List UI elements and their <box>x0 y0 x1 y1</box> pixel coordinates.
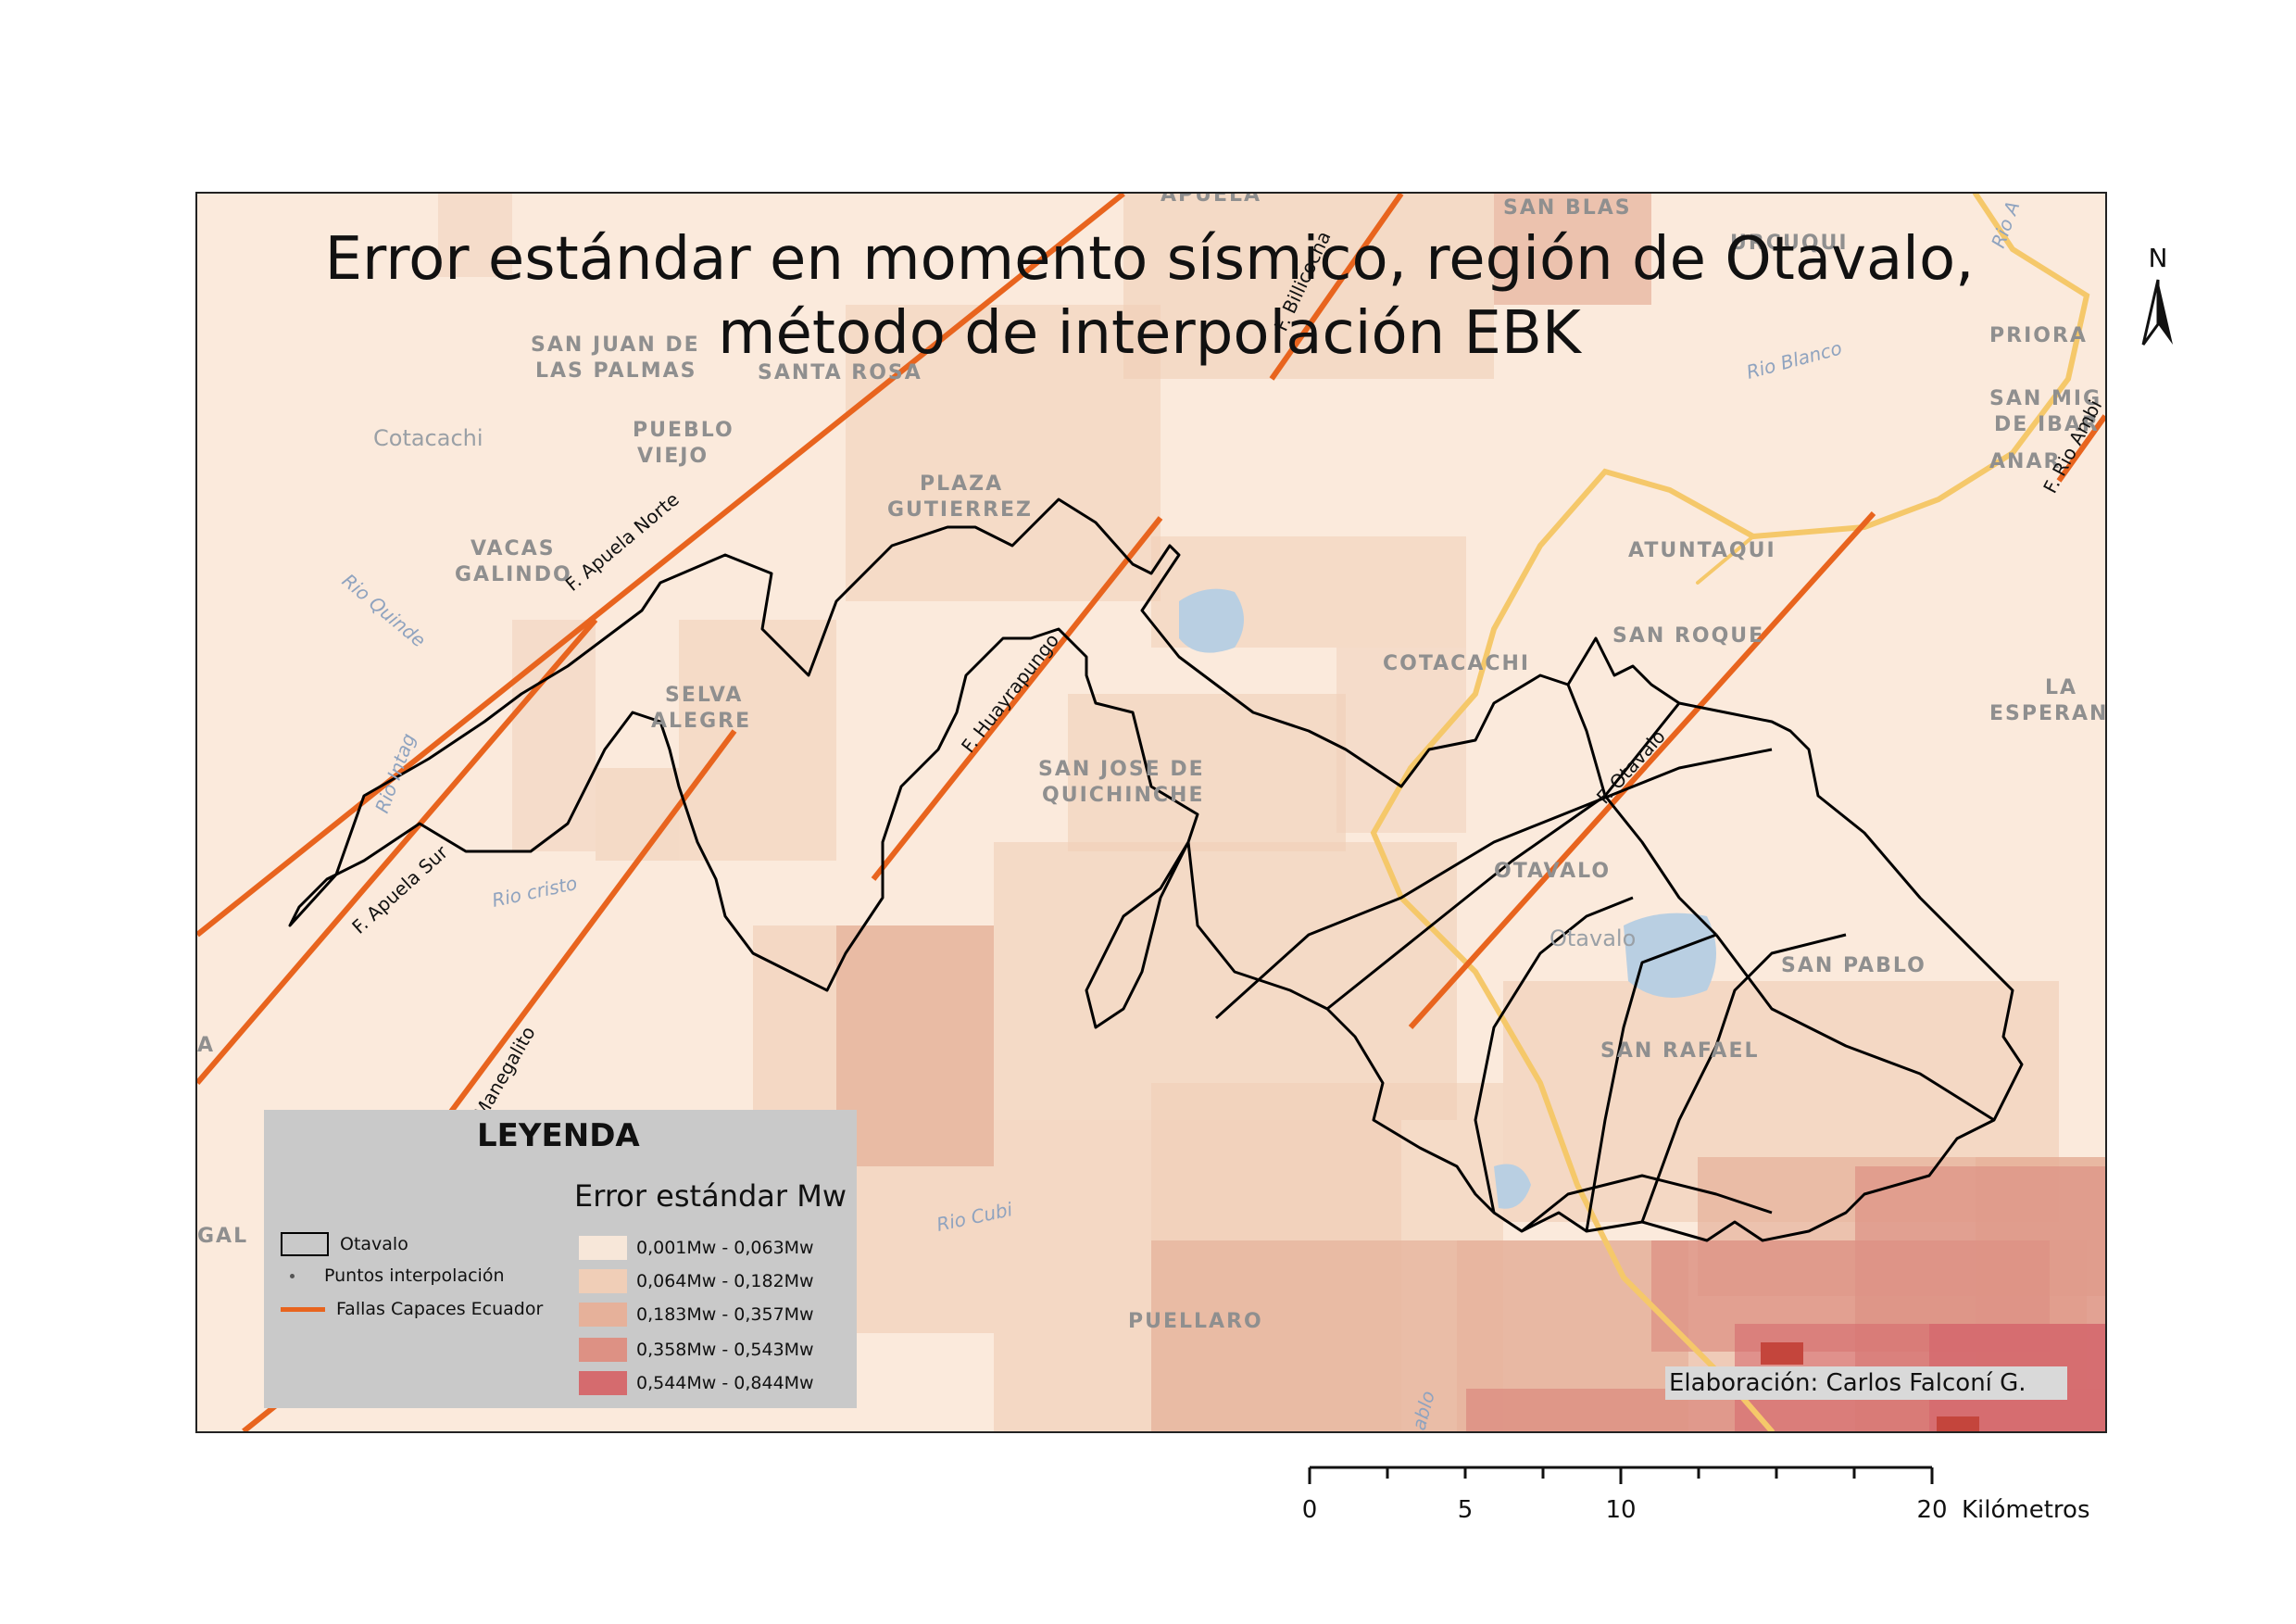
class-swatch <box>579 1236 627 1260</box>
place-label: Otavalo <box>1549 925 1636 951</box>
map-frame: SAN BLAS URCUQUI APUELA SAN JUAN DE LAS … <box>195 192 2107 1433</box>
place-label: ANAR <box>1989 450 2061 473</box>
river-label: Rio Intag <box>370 730 420 815</box>
legend-class-4: 0,358Mw - 0,543Mw <box>579 1338 814 1362</box>
legend-class-2: 0,064Mw - 0,182Mw <box>579 1269 814 1293</box>
place-label: SANTA ROSA <box>758 361 922 384</box>
polygon-symbol-icon <box>281 1232 329 1256</box>
legend: LEYENDA Error estándar Mw Otavalo Puntos… <box>264 1110 857 1408</box>
place-label: ESPERAN <box>1989 702 2105 725</box>
fault-label: F. Rio Ambi <box>2039 397 2105 497</box>
place-label: QUICHINCHE <box>1042 784 1205 807</box>
roads <box>1370 194 2090 1431</box>
legend-item-label: Otavalo <box>340 1234 408 1254</box>
scale-tick-label: 0 <box>1302 1496 1318 1524</box>
legend-class-label: 0,001Mw - 0,063Mw <box>636 1238 814 1258</box>
scale-tick-label: 10 <box>1605 1496 1636 1524</box>
place-label: GAL <box>197 1225 248 1248</box>
highway-shield-icon <box>1761 1342 1803 1365</box>
legend-classes-title: Error estándar Mw <box>574 1178 847 1214</box>
place-label: ATUNTAQUI <box>1628 539 1776 562</box>
place-label: SELVA <box>665 684 743 707</box>
place-label: SAN JOSE DE <box>1038 758 1205 781</box>
place-label: Cotacachi <box>373 425 483 451</box>
place-label: ALEGRE <box>651 710 751 733</box>
legend-class-3: 0,183Mw - 0,357Mw <box>579 1303 814 1327</box>
place-label: LA <box>2045 676 2077 699</box>
river-label: Rio Quinde <box>338 569 430 651</box>
place-label: SAN JUAN DE <box>531 334 700 357</box>
river-label: Rio cristo <box>490 872 579 912</box>
highway-shields <box>1761 1342 1979 1431</box>
north-label: N <box>2149 243 2168 273</box>
place-label: SAN RAFAEL <box>1600 1039 1760 1063</box>
map-canvas[interactable]: SAN BLAS URCUQUI APUELA SAN JUAN DE LAS … <box>197 194 2105 1431</box>
legend-class-5: 0,544Mw - 0,844Mw <box>579 1371 814 1395</box>
legend-item-otavalo: Otavalo <box>281 1232 408 1256</box>
place-label: DE IBAR <box>1994 413 2100 436</box>
north-arrow-icon: N <box>2141 243 2173 346</box>
line-symbol-icon <box>281 1306 325 1312</box>
place-label: SAN ROQUE <box>1612 624 1764 648</box>
legend-item-faults: Fallas Capaces Ecuador <box>281 1299 543 1319</box>
place-label: PUEBLO <box>633 419 734 442</box>
map-title-line2: método de interpolación EBK <box>718 299 1581 368</box>
class-swatch <box>579 1303 627 1327</box>
place-label: VACAS <box>470 537 556 560</box>
legend-item-points: Puntos interpolación <box>281 1265 505 1286</box>
place-label: URCUQUI <box>1730 232 1849 255</box>
place-label: SAN BLAS <box>1503 196 1632 220</box>
place-label: PUELLARO <box>1128 1310 1263 1333</box>
place-label: LAS PALMAS <box>535 359 696 383</box>
map-title-line1: Error estándar en momento sísmico, regió… <box>324 225 1975 294</box>
legend-item-label: Fallas Capaces Ecuador <box>336 1299 544 1319</box>
legend-class-label: 0,183Mw - 0,357Mw <box>636 1304 814 1325</box>
class-swatch <box>579 1338 627 1362</box>
class-swatch <box>579 1269 627 1293</box>
legend-class-1: 0,001Mw - 0,063Mw <box>579 1236 814 1260</box>
lakes <box>1179 588 1716 1209</box>
place-label: APUELA <box>1161 194 1261 207</box>
place-label: PRIORA <box>1989 324 2088 347</box>
place-label: VIEJO <box>637 445 709 468</box>
map-title: Error estándar en momento sísmico, regió… <box>195 222 2103 371</box>
credit-label: Elaboración: Carlos Falconí G. <box>1665 1366 2067 1400</box>
legend-class-label: 0,064Mw - 0,182Mw <box>636 1271 814 1291</box>
scale-tick-label: 5 <box>1458 1496 1474 1524</box>
legend-class-label: 0,544Mw - 0,844Mw <box>636 1373 814 1393</box>
highway-shield-icon <box>1937 1416 1979 1431</box>
legend-item-label: Puntos interpolación <box>324 1265 505 1286</box>
legend-title: LEYENDA <box>477 1117 640 1154</box>
error-grid <box>438 194 2105 1431</box>
place-label: A <box>197 1034 215 1057</box>
otavalo-boundary[interactable] <box>288 497 2024 1242</box>
class-swatch <box>579 1371 627 1395</box>
fault-label: F. Huayrapungo <box>957 629 1063 757</box>
legend-class-label: 0,358Mw - 0,543Mw <box>636 1340 814 1360</box>
place-labels: SAN BLAS URCUQUI APUELA SAN JUAN DE LAS … <box>197 194 2105 1333</box>
place-label: GUTIERREZ <box>887 498 1033 522</box>
scale-unit-label: Kilómetros <box>1962 1496 2090 1524</box>
place-label: SAN PABLO <box>1781 954 1926 977</box>
place-label: SAN MIG <box>1989 387 2102 410</box>
place-label: PLAZA <box>920 472 1003 496</box>
faults <box>197 194 2105 1431</box>
scale-bar: 0 5 10 20 Kilómetros <box>1302 1466 2090 1524</box>
place-label: GALINDO <box>455 563 572 586</box>
fault-label: F. Otavalo <box>1592 725 1670 808</box>
place-label: COTACACHI <box>1383 652 1530 675</box>
point-symbol-icon <box>290 1273 295 1278</box>
place-label: OTAVALO <box>1494 860 1611 883</box>
scale-tick-label: 20 <box>1916 1496 1947 1524</box>
